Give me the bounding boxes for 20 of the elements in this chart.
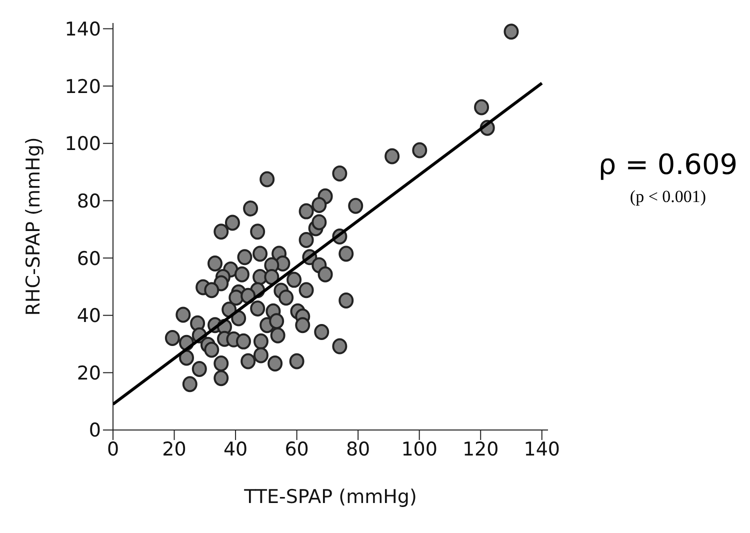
- y-tick-label: 20: [76, 362, 101, 384]
- y-tick-label: 140: [64, 18, 101, 40]
- y-tick-label: 80: [76, 190, 101, 212]
- x-tick-label: 80: [346, 438, 370, 460]
- x-tick-label: 40: [223, 438, 248, 460]
- y-tick-label: 40: [76, 305, 101, 328]
- x-tick-label: 20: [162, 438, 186, 460]
- y-tick-label: 120: [64, 76, 101, 98]
- x-tick-label: 120: [462, 438, 499, 460]
- x-axis-title: TTE-SPAP (mmHg): [243, 486, 417, 508]
- y-tick-label: 100: [64, 133, 101, 156]
- x-tick-label: 100: [401, 438, 438, 460]
- x-tick-label: 140: [524, 438, 560, 460]
- text: (p < 0.001): [628, 187, 708, 207]
- y-tick-label: 0: [88, 420, 101, 442]
- y-tick-label: 60: [76, 248, 101, 270]
- x-tick-label: 60: [284, 438, 309, 460]
- y-axis-title: RHC-SPAP (mmHg): [22, 137, 45, 316]
- x-tick-label: 0: [106, 438, 120, 460]
- text: ρ = 0.609: [597, 148, 739, 181]
